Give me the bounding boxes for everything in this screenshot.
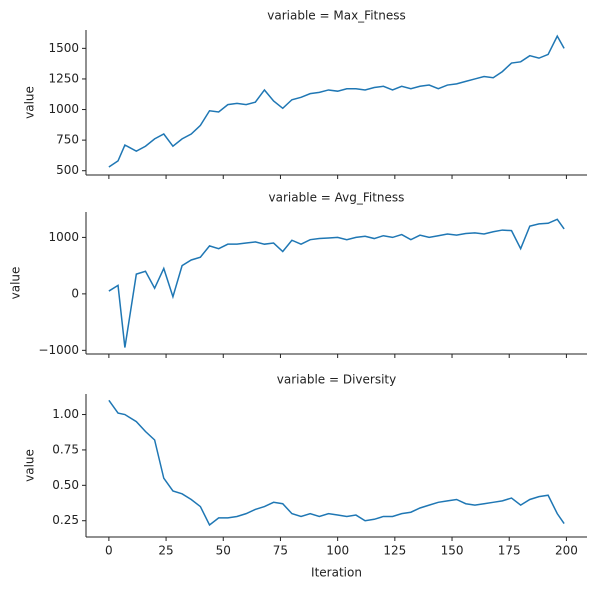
y-tick-label: 1.00 [52, 407, 79, 421]
x-tick-label: 75 [273, 544, 288, 558]
y-tick-label: 0.50 [52, 478, 79, 492]
y-axis-label: value [23, 86, 37, 119]
y-tick-label: 1000 [48, 230, 79, 244]
x-tick-label: 150 [441, 544, 464, 558]
y-tick-label: −1000 [38, 343, 79, 357]
x-axis-label: Iteration [311, 566, 362, 580]
x-tick-label: 125 [383, 544, 406, 558]
data-line [108, 218, 565, 348]
x-tick-label: 25 [158, 544, 173, 558]
panel-title: variable = Avg_Fitness [269, 191, 405, 205]
panel-title: variable = Diversity [277, 373, 396, 387]
panel-title: variable = Max_Fitness [267, 9, 405, 23]
y-tick-label: 1500 [48, 41, 79, 55]
y-tick-label: 0.25 [52, 513, 79, 527]
y-tick-label: 500 [56, 163, 79, 177]
data-line [108, 34, 565, 168]
y-tick-label: 0 [71, 286, 79, 300]
y-tick-label: 750 [56, 133, 79, 147]
y-axis-label: value [23, 449, 37, 482]
x-tick-label: 100 [326, 544, 349, 558]
x-tick-label: 0 [105, 544, 113, 558]
y-tick-label: 1000 [48, 102, 79, 116]
y-tick-label: 1250 [48, 71, 79, 85]
y-axis-label: value [9, 267, 23, 300]
x-tick-label: 200 [555, 544, 578, 558]
x-tick-label: 175 [498, 544, 521, 558]
y-tick-label: 0.75 [52, 442, 79, 456]
data-line [108, 399, 565, 527]
x-tick-label: 50 [216, 544, 231, 558]
